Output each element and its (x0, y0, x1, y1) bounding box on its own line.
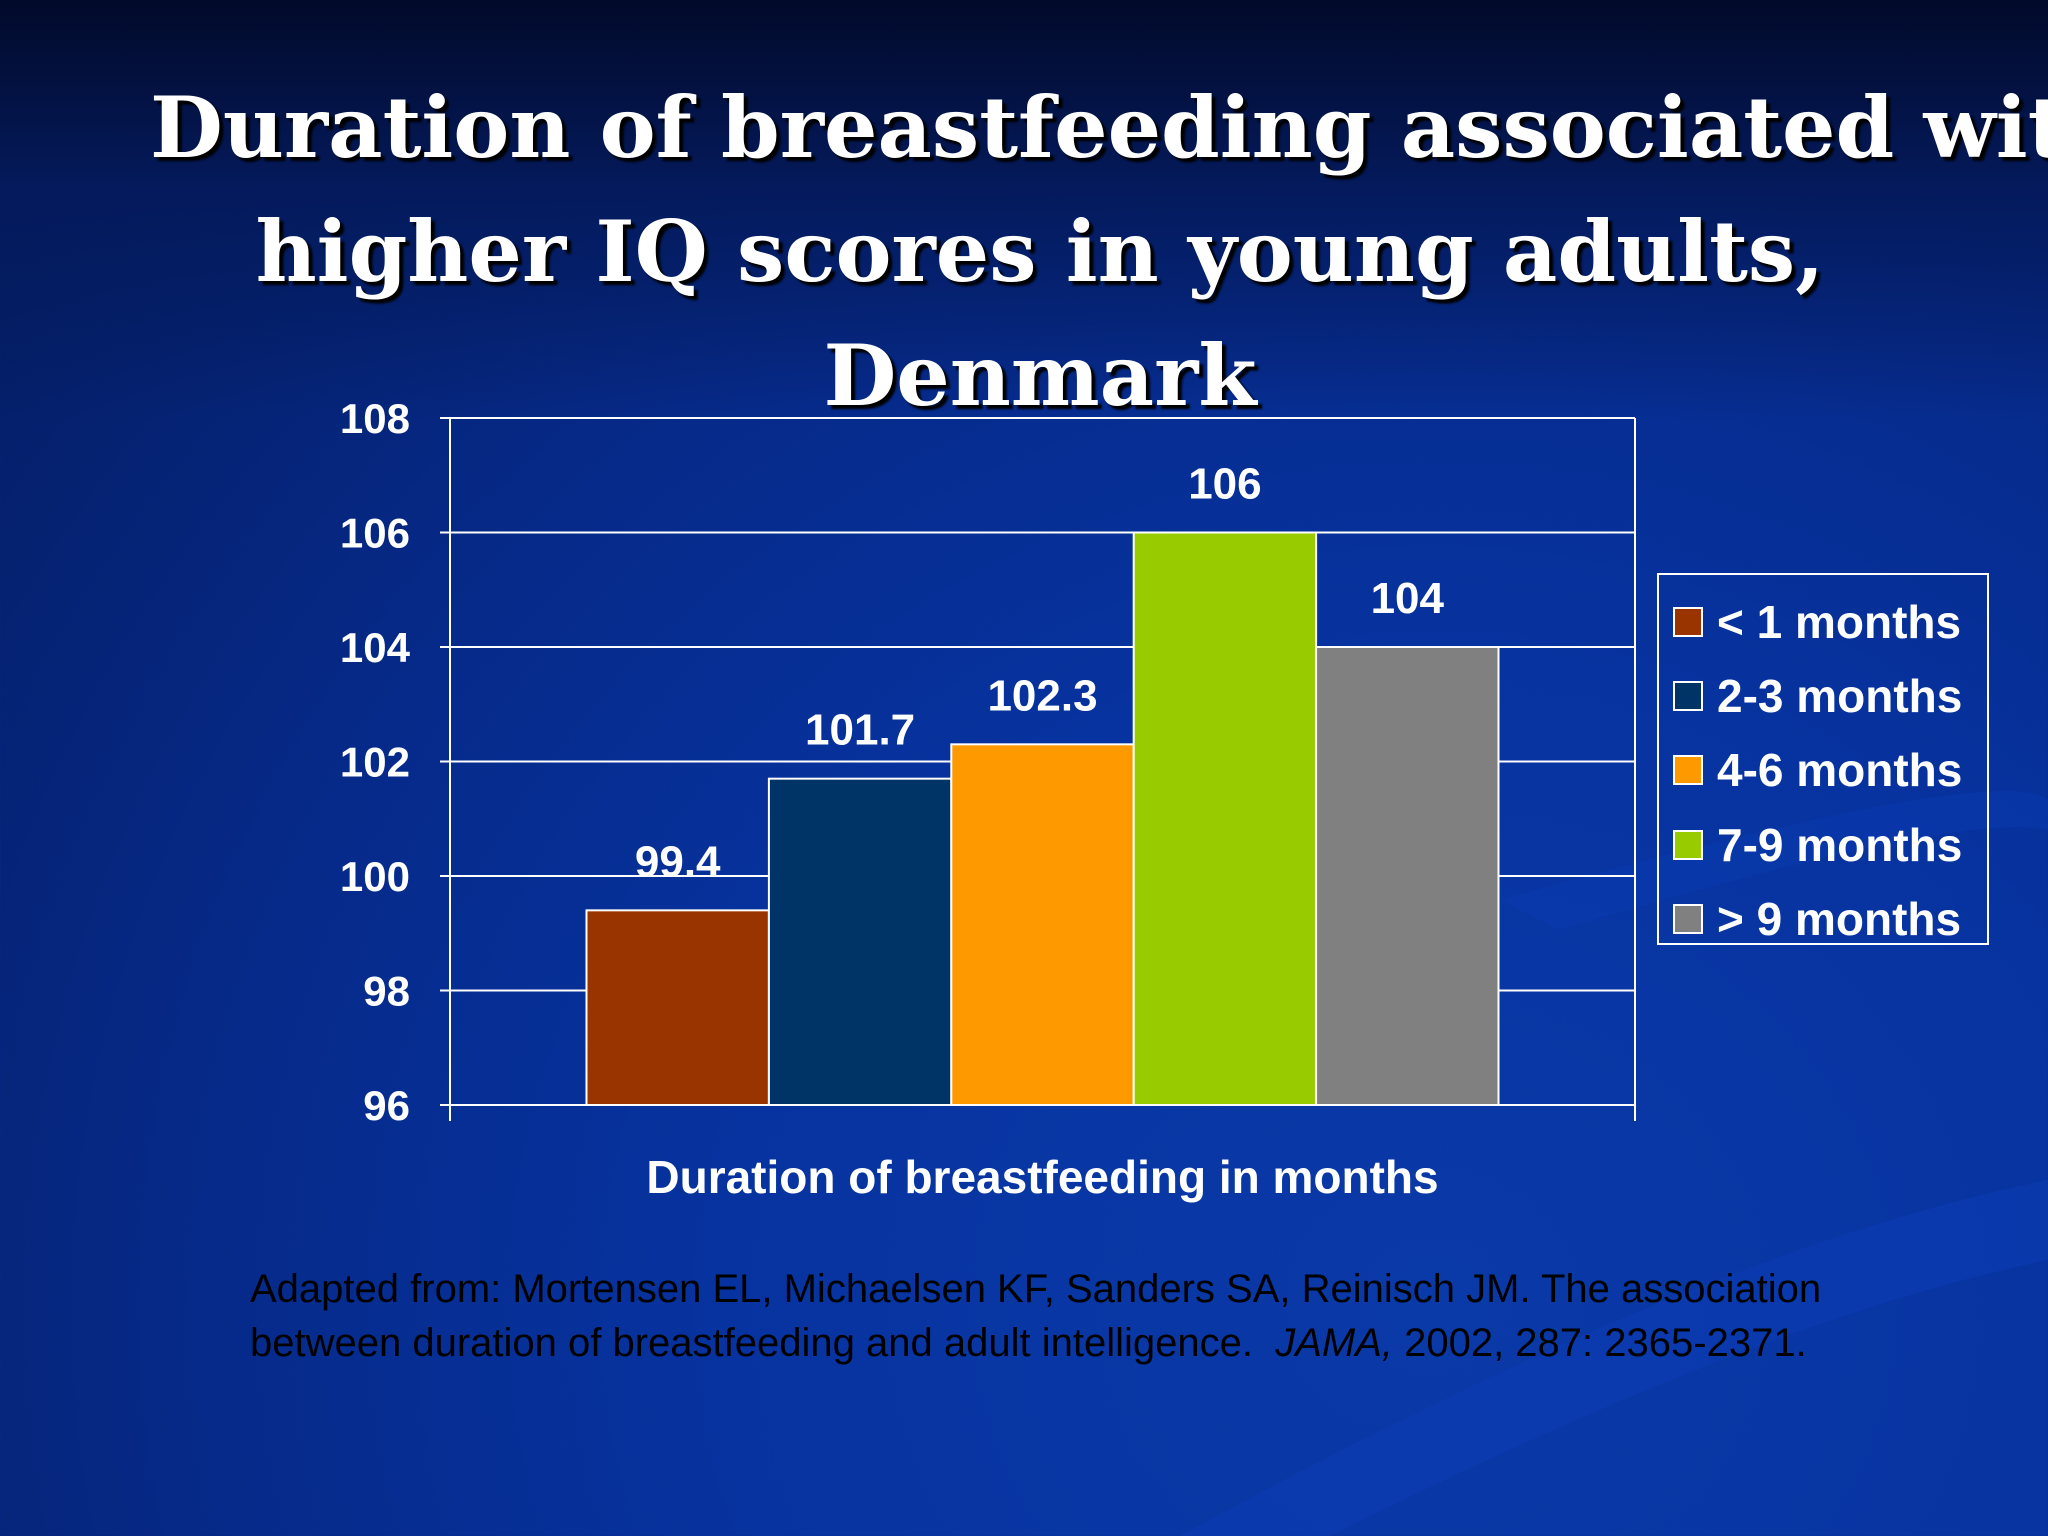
bar (1132, 531, 1318, 1106)
citation-line-1: Adapted from: Mortensen EL, Michaelsen K… (250, 1267, 1822, 1311)
legend-swatch (1673, 830, 1703, 860)
bar (1315, 646, 1500, 1106)
legend-label: 4-6 months (1717, 744, 1963, 796)
legend-swatch (1673, 904, 1703, 934)
y-tick-label: 108 (340, 395, 410, 442)
legend-item: 2-3 months (1673, 668, 1962, 724)
y-tick-label: 106 (340, 510, 410, 557)
title-line-3: Denmark (823, 326, 1257, 425)
citation-line-2: between duration of breastfeeding and ad… (250, 1316, 2040, 1370)
slide-title: Duration of breastfeeding associated wit… (150, 66, 2048, 438)
legend-label: 7-9 months (1717, 819, 1963, 871)
legend-label: > 9 months (1717, 893, 1962, 945)
legend-item: > 9 months (1673, 891, 1961, 947)
legend-swatch (1673, 607, 1703, 637)
bar (585, 909, 770, 1106)
bar (767, 777, 953, 1106)
y-tick-label: 98 (363, 968, 410, 1015)
citation-text: between duration of breastfeeding and ad… (250, 1321, 1276, 1365)
legend-item: 7-9 months (1673, 817, 1962, 873)
legend-label: 2-3 months (1717, 670, 1963, 722)
data-label: 104 (1371, 574, 1445, 623)
legend-swatch (1673, 681, 1703, 711)
x-axis-label: Duration of breastfeeding in months (646, 1151, 1439, 1203)
y-tick-label: 96 (363, 1082, 410, 1129)
legend-item: 4-6 months (1673, 742, 1962, 798)
legend-label: < 1 months (1717, 596, 1962, 648)
y-tick-label: 102 (340, 739, 410, 786)
legend-item: < 1 months (1673, 594, 1961, 650)
data-label: 99.4 (635, 837, 721, 886)
citation-journal: JAMA, (1275, 1321, 1393, 1365)
citation: Adapted from: Mortensen EL, Michaelsen K… (250, 1262, 2040, 1370)
bar (950, 743, 1135, 1106)
title-line-1: Duration of breastfeeding associated wit… (150, 78, 2048, 177)
y-tick-label: 104 (340, 624, 411, 671)
legend-swatch (1673, 755, 1703, 785)
data-label: 101.7 (805, 706, 915, 755)
y-tick-label: 100 (340, 853, 410, 900)
background-top-gradient (0, 0, 2048, 420)
title-line-2: higher IQ scores in young adults, (255, 202, 1825, 301)
data-label: 106 (1188, 460, 1261, 509)
data-label: 102.3 (987, 671, 1097, 720)
citation-details: 2002, 287: 2365-2371. (1392, 1321, 1807, 1365)
chart-legend: < 1 months 2-3 months 4-6 months 7-9 mon… (1657, 573, 1989, 945)
